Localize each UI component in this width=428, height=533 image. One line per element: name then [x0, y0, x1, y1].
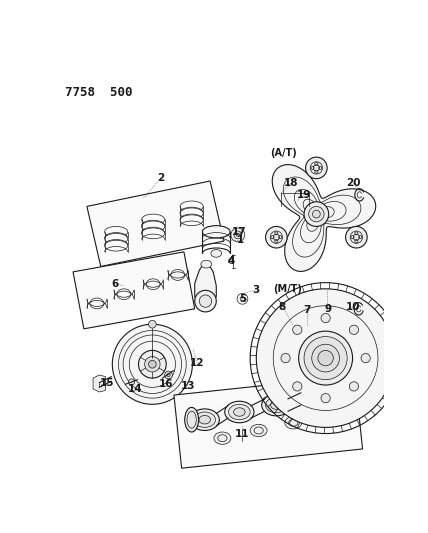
Ellipse shape — [142, 221, 165, 232]
Text: 9: 9 — [324, 304, 331, 314]
Ellipse shape — [142, 214, 165, 225]
Text: 6: 6 — [111, 279, 118, 289]
Text: 3: 3 — [253, 285, 260, 295]
Circle shape — [361, 353, 370, 363]
Text: 7: 7 — [303, 305, 311, 316]
Text: (A/T): (A/T) — [270, 148, 297, 158]
Ellipse shape — [265, 398, 287, 413]
Polygon shape — [195, 263, 216, 308]
Circle shape — [256, 289, 395, 427]
Ellipse shape — [307, 394, 318, 403]
Circle shape — [349, 382, 359, 391]
Circle shape — [231, 228, 245, 242]
Text: 10: 10 — [346, 302, 360, 312]
Text: (M/T): (M/T) — [273, 284, 302, 294]
Circle shape — [304, 336, 347, 379]
Ellipse shape — [234, 408, 245, 416]
Ellipse shape — [104, 240, 128, 251]
Polygon shape — [73, 252, 195, 329]
Ellipse shape — [262, 394, 291, 416]
Circle shape — [318, 350, 333, 366]
Ellipse shape — [104, 233, 128, 244]
Text: 19: 19 — [297, 190, 311, 200]
Polygon shape — [174, 376, 363, 468]
Circle shape — [266, 227, 287, 248]
Circle shape — [321, 393, 330, 403]
Polygon shape — [93, 375, 105, 392]
Ellipse shape — [194, 412, 216, 427]
Ellipse shape — [180, 208, 203, 219]
Text: 8: 8 — [279, 302, 286, 311]
Ellipse shape — [298, 388, 327, 410]
Circle shape — [149, 360, 156, 368]
Polygon shape — [87, 181, 224, 266]
Circle shape — [128, 379, 135, 385]
Circle shape — [349, 325, 359, 334]
Ellipse shape — [302, 391, 323, 407]
Ellipse shape — [225, 401, 254, 423]
Circle shape — [199, 295, 212, 308]
Ellipse shape — [270, 401, 282, 409]
Circle shape — [281, 353, 290, 363]
Circle shape — [293, 382, 302, 391]
Circle shape — [321, 313, 330, 322]
Text: 1: 1 — [237, 235, 244, 245]
Text: 7758  500: 7758 500 — [65, 85, 133, 99]
Ellipse shape — [285, 417, 302, 429]
Circle shape — [229, 259, 233, 263]
Circle shape — [304, 202, 329, 227]
Ellipse shape — [190, 409, 219, 431]
Text: 11: 11 — [235, 429, 249, 439]
Text: 15: 15 — [100, 378, 114, 387]
Ellipse shape — [180, 201, 203, 212]
Circle shape — [309, 206, 324, 222]
Circle shape — [306, 157, 327, 179]
Circle shape — [312, 210, 320, 218]
Circle shape — [145, 357, 160, 372]
Circle shape — [299, 331, 353, 385]
Ellipse shape — [214, 432, 231, 445]
Text: 14: 14 — [128, 384, 143, 394]
Text: 18: 18 — [284, 179, 298, 188]
Ellipse shape — [250, 424, 267, 437]
Text: 17: 17 — [232, 227, 247, 237]
Ellipse shape — [104, 227, 128, 237]
Polygon shape — [272, 165, 376, 271]
Text: 20: 20 — [346, 179, 360, 188]
Circle shape — [234, 231, 242, 239]
Text: 2: 2 — [157, 173, 164, 183]
Ellipse shape — [211, 249, 222, 257]
Circle shape — [312, 344, 339, 372]
Ellipse shape — [199, 415, 211, 424]
Ellipse shape — [229, 405, 250, 419]
Ellipse shape — [201, 260, 212, 268]
Circle shape — [139, 350, 166, 378]
Text: 13: 13 — [181, 381, 195, 391]
Text: 5: 5 — [239, 294, 246, 304]
Ellipse shape — [185, 407, 199, 432]
Circle shape — [112, 324, 193, 405]
Circle shape — [165, 371, 172, 379]
Ellipse shape — [142, 228, 165, 239]
Circle shape — [149, 320, 156, 328]
Ellipse shape — [202, 225, 230, 238]
Text: 16: 16 — [159, 378, 173, 389]
Ellipse shape — [180, 215, 203, 225]
Text: 12: 12 — [190, 358, 204, 368]
Circle shape — [195, 290, 216, 312]
Circle shape — [293, 325, 302, 334]
Circle shape — [345, 227, 367, 248]
Text: 4: 4 — [228, 256, 235, 266]
